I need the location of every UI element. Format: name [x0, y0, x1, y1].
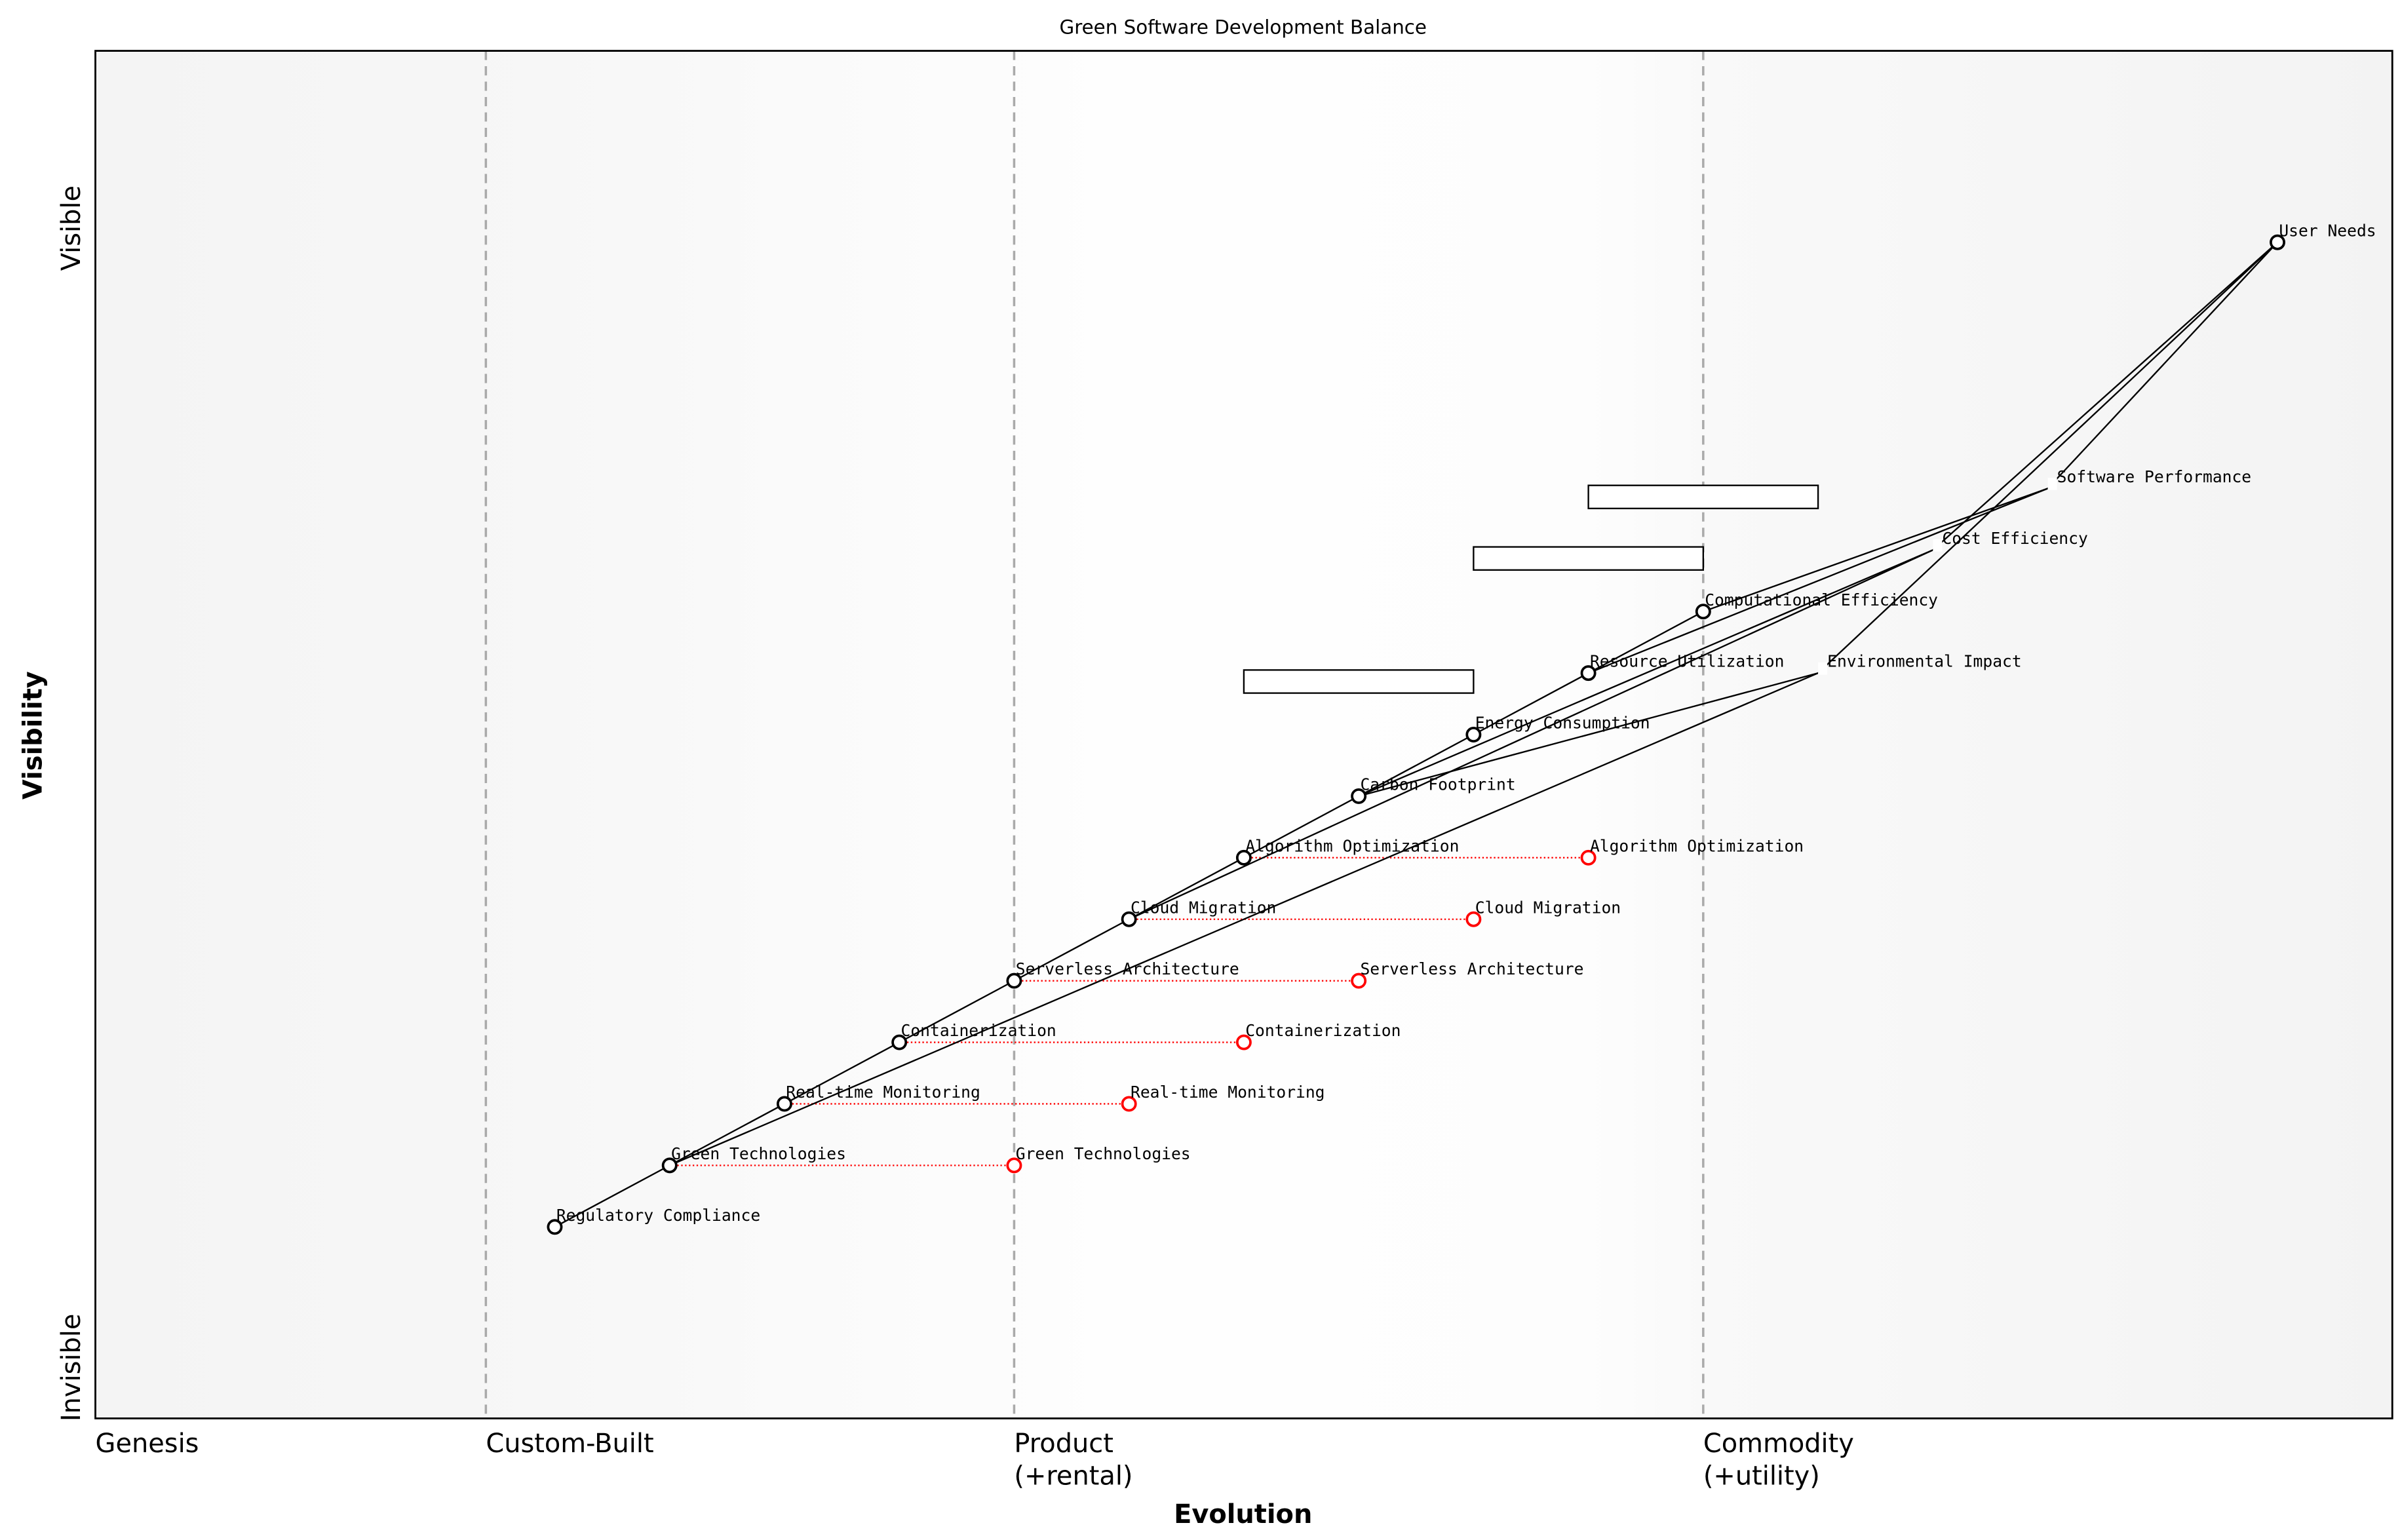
chart-title: Green Software Development Balance — [1059, 16, 1426, 39]
link-line — [2047, 241, 2278, 490]
evolved-point — [1006, 1157, 1022, 1174]
component-label: Serverless Architecture — [1016, 959, 1239, 978]
component-marker — [2047, 477, 2057, 490]
component-label: Resource Utilization — [1590, 652, 1785, 671]
y-tick-visible: Visible — [56, 185, 87, 271]
link-line — [1358, 733, 1474, 797]
evolved-label: Cloud Migration — [1475, 898, 1621, 917]
stage-label: Custom-Built — [486, 1429, 653, 1459]
component-point — [776, 1096, 792, 1112]
component-point — [1121, 911, 1137, 927]
plot-frame — [94, 50, 2393, 1419]
link-line — [669, 1103, 785, 1166]
evolved-point — [1235, 1034, 1252, 1050]
component-point — [1580, 665, 1597, 682]
stage-label: Product (+rental) — [1014, 1429, 1132, 1491]
y-tick-invisible: Invisible — [56, 1314, 87, 1422]
component-label: Cost Efficiency — [1942, 529, 2087, 548]
evolved-label: Real-time Monitoring — [1131, 1083, 1325, 1102]
stage-sublabel: (+utility) — [1703, 1461, 1820, 1491]
component-label: Containerization — [901, 1021, 1056, 1040]
evolved-point — [1580, 849, 1597, 866]
plot-background — [95, 50, 2393, 1419]
component-point — [1695, 604, 1711, 620]
component-label: User Needs — [2279, 221, 2376, 240]
stage-sublabel: (+rental) — [1014, 1461, 1132, 1491]
component-label: Algorithm Optimization — [1245, 836, 1459, 855]
pipeline-box — [1587, 484, 1819, 510]
component-label: Computational Efficiency — [1705, 590, 1938, 609]
component-point — [1465, 727, 1482, 742]
link-line — [669, 672, 1819, 1166]
evolved-point — [1121, 1096, 1137, 1112]
component-point — [891, 1034, 908, 1050]
component-point — [1351, 788, 1367, 804]
link-line — [784, 1041, 900, 1105]
pipeline-box — [1243, 669, 1475, 694]
component-point — [547, 1219, 563, 1235]
link-line — [1243, 795, 1359, 858]
link-line — [899, 980, 1015, 1043]
stage-label: Genesis — [96, 1429, 199, 1459]
stage-label-text: Product — [1014, 1429, 1113, 1459]
evolved-point — [1465, 911, 1482, 927]
evolved-label: Serverless Architecture — [1360, 959, 1583, 978]
stage-label: Commodity (+utility) — [1703, 1429, 1854, 1491]
evolved-label: Green Technologies — [1016, 1144, 1191, 1163]
component-label: Real-time Monitoring — [786, 1083, 980, 1102]
link-line — [1932, 241, 2278, 551]
link-line — [1129, 549, 1933, 920]
link-line — [1817, 241, 2278, 674]
link-line — [1703, 488, 2048, 613]
link-line — [1473, 672, 1589, 736]
stage-label-text: Custom-Built — [486, 1429, 653, 1459]
component-label: Regulatory Compliance — [556, 1206, 760, 1225]
link-line — [1358, 672, 1819, 798]
link-line — [554, 1165, 670, 1228]
component-marker — [1818, 662, 1828, 675]
component-point — [1006, 972, 1022, 989]
component-point — [661, 1157, 678, 1174]
link-line — [1129, 857, 1245, 920]
evolved-point — [1351, 972, 1367, 989]
link-line — [1358, 549, 1933, 797]
component-label: Software Performance — [2057, 467, 2252, 486]
component-label: Carbon Footprint — [1360, 775, 1515, 794]
pipeline-box — [1473, 546, 1705, 571]
link-line — [1588, 611, 1704, 674]
evolved-label: Containerization — [1245, 1021, 1401, 1040]
stage-label-text: Genesis — [96, 1429, 199, 1459]
component-marker — [1933, 539, 1943, 552]
component-label: Energy Consumption — [1475, 714, 1650, 733]
component-label: Green Technologies — [671, 1144, 846, 1163]
stage-label-text: Commodity — [1703, 1429, 1854, 1459]
component-label: Environmental Impact — [1827, 652, 2022, 671]
link-line — [1588, 488, 2048, 674]
link-line — [1013, 918, 1130, 982]
x-axis-label: Evolution — [1174, 1499, 1312, 1530]
evolved-label: Algorithm Optimization — [1590, 836, 1804, 855]
y-axis-label: Visibility — [18, 671, 48, 799]
component-point — [2270, 234, 2285, 250]
component-label: Cloud Migration — [1131, 898, 1276, 917]
component-point — [1235, 849, 1252, 866]
